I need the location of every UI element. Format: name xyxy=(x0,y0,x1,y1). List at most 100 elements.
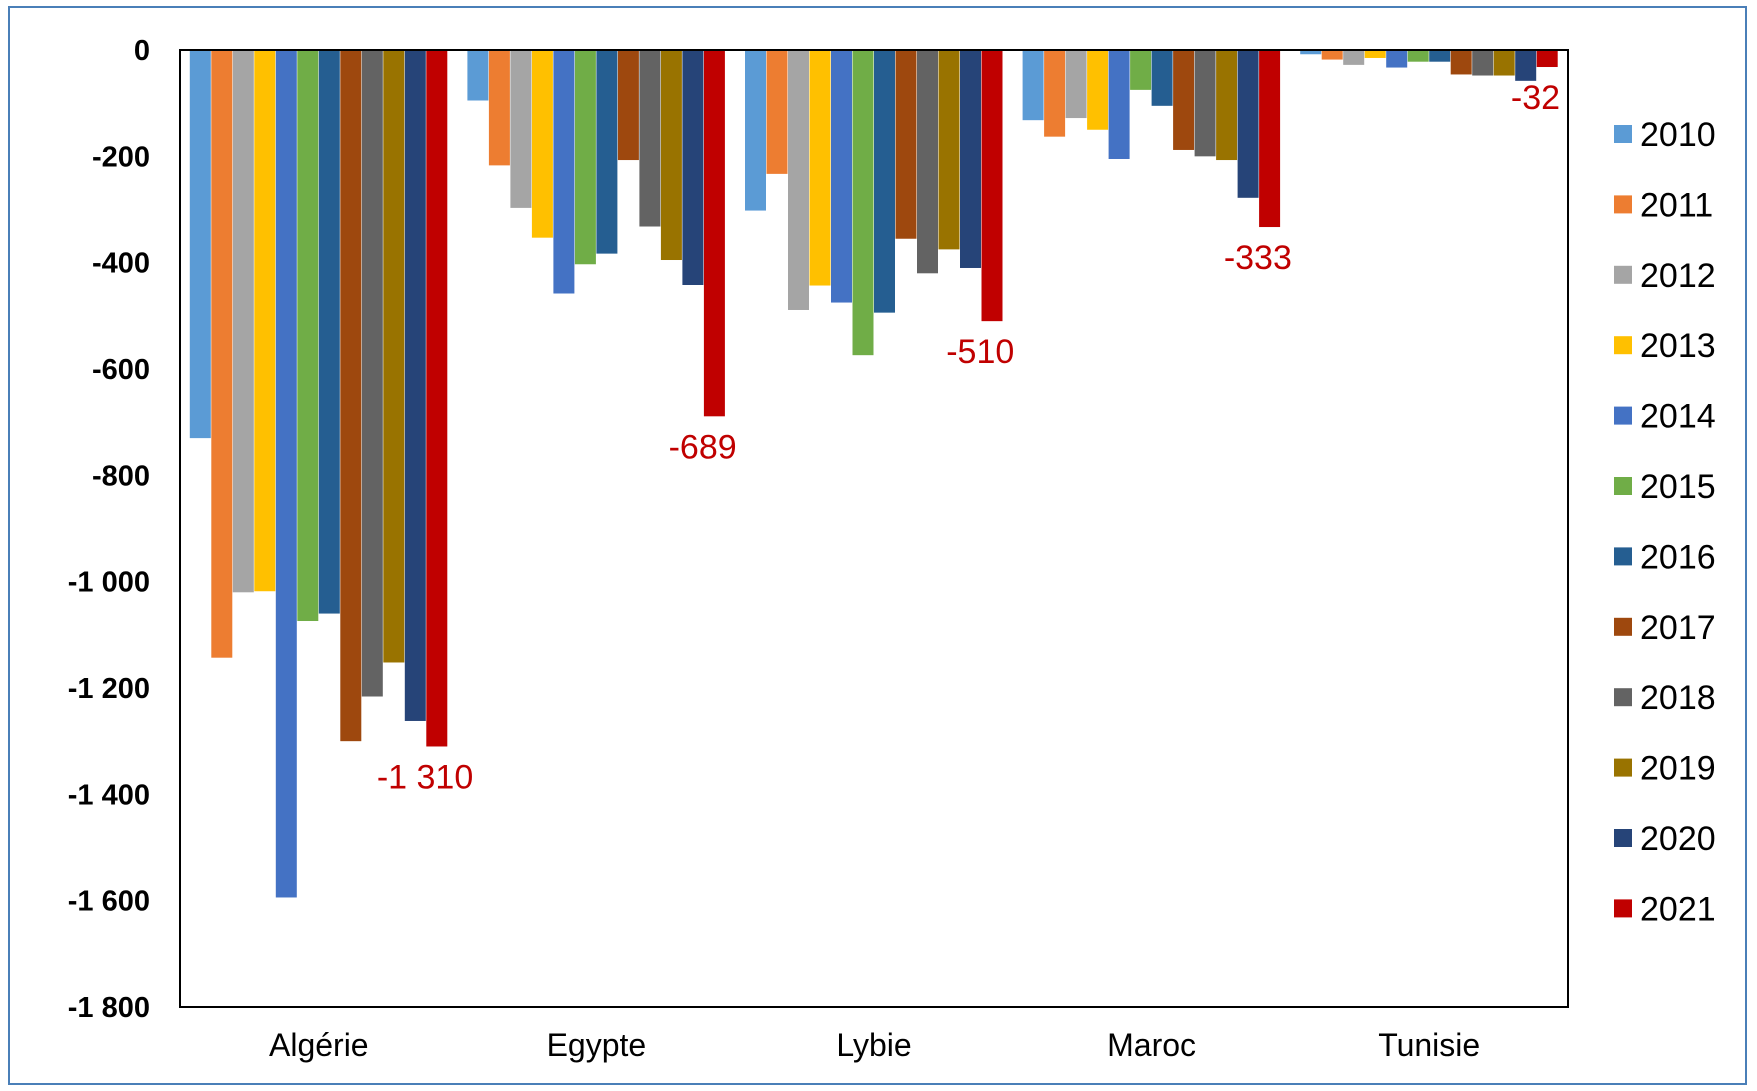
bar-2013-Maroc xyxy=(1087,50,1109,130)
legend-swatch xyxy=(1614,899,1632,918)
y-tick-label: -200 xyxy=(92,141,150,173)
bar-2017-Lybie xyxy=(895,50,917,239)
bar-2018-Egypte xyxy=(639,50,661,227)
y-tick-label: -1 000 xyxy=(68,567,150,599)
bar-2010-Egypte xyxy=(467,50,489,101)
legend-swatch xyxy=(1614,617,1632,636)
bar-2017-Algérie xyxy=(340,50,362,742)
bar-2020-Maroc xyxy=(1237,50,1259,198)
legend-label: 2019 xyxy=(1640,750,1716,788)
bar-2010-Tunisie xyxy=(1300,50,1322,55)
bar-2011-Egypte xyxy=(488,50,510,166)
data-label: -333 xyxy=(1224,239,1292,277)
legend-label: 2017 xyxy=(1640,609,1716,647)
y-tick-label: -1 600 xyxy=(68,886,150,918)
x-axis: Algérie Egypte Lybie Maroc Tunisie xyxy=(269,1027,1480,1063)
chart-frame xyxy=(8,6,1747,1085)
legend-swatch xyxy=(1614,125,1632,143)
legend-swatch xyxy=(1614,336,1632,355)
bar-2011-Algérie xyxy=(211,50,233,658)
y-tick-label: -1 400 xyxy=(68,779,150,811)
bar-2016-Lybie xyxy=(874,50,895,313)
bar-2015-Tunisie xyxy=(1407,50,1429,62)
bar-2013-Lybie xyxy=(809,50,831,286)
legend-label: 2013 xyxy=(1640,327,1716,365)
bar-2015-Maroc xyxy=(1130,50,1152,90)
legend-label: 2014 xyxy=(1640,398,1716,436)
plot-area xyxy=(179,49,1569,1008)
bar-2019-Egypte xyxy=(660,50,682,261)
bar-2012-Egypte xyxy=(510,50,532,208)
legend: 2010 2011 2012 2013 2014 2015 2016 2017 2018 2019… xyxy=(1614,116,1716,928)
bar-2018-Maroc xyxy=(1194,50,1216,157)
bar-2020-Tunisie xyxy=(1515,50,1537,81)
bar-2016-Egypte xyxy=(596,50,618,254)
bar-2015-Algérie xyxy=(297,50,319,622)
bar-2012-Algérie xyxy=(232,50,254,593)
bar-2021-Algérie xyxy=(426,50,448,747)
bar-2013-Algérie xyxy=(254,50,276,592)
bars-layer xyxy=(189,50,1558,898)
bar-2014-Maroc xyxy=(1108,50,1130,159)
bar-2010-Maroc xyxy=(1022,50,1044,121)
legend-swatch xyxy=(1614,406,1632,425)
bar-2018-Algérie xyxy=(361,50,383,697)
bar-2021-Tunisie xyxy=(1536,50,1558,68)
bar-2014-Algérie xyxy=(275,50,297,898)
bar-2015-Egypte xyxy=(574,50,596,265)
legend-label: 2021 xyxy=(1640,890,1716,928)
bar-2020-Algérie xyxy=(404,50,426,721)
bar-2011-Lybie xyxy=(766,50,788,174)
bar-2014-Lybie xyxy=(831,50,852,303)
legend-swatch xyxy=(1614,195,1632,214)
data-label: -689 xyxy=(669,428,737,466)
bar-2011-Tunisie xyxy=(1321,50,1343,60)
data-labels: -1 310 -689 -510 -333 -32 xyxy=(377,79,1560,796)
bar-2015-Lybie xyxy=(852,50,874,356)
bar-2012-Tunisie xyxy=(1343,50,1365,65)
bar-2017-Maroc xyxy=(1173,50,1195,150)
bar-2013-Egypte xyxy=(531,50,553,238)
bar-2017-Tunisie xyxy=(1450,50,1472,75)
bar-2018-Tunisie xyxy=(1472,50,1494,76)
data-label: -510 xyxy=(946,333,1014,371)
bar-2018-Lybie xyxy=(917,50,938,274)
y-tick-label: 0 xyxy=(134,35,150,67)
bar-2017-Egypte xyxy=(617,50,639,161)
y-tick-label: -1 800 xyxy=(68,992,150,1024)
bar-2020-Lybie xyxy=(960,50,981,268)
y-tick-label: -800 xyxy=(92,460,150,492)
y-axis: 0 -200 -400 -600 -800 -1 000 -1 200 -1 400 -1 60… xyxy=(68,35,150,1024)
data-label: -32 xyxy=(1511,79,1560,117)
bar-2019-Maroc xyxy=(1216,50,1238,161)
bar-2014-Egypte xyxy=(553,50,575,294)
bar-2021-Egypte xyxy=(703,50,725,417)
bar-2020-Egypte xyxy=(682,50,704,285)
legend-swatch xyxy=(1614,547,1632,566)
legend-label: 2018 xyxy=(1640,679,1716,717)
y-tick-label: -600 xyxy=(92,354,150,386)
legend-label: 2015 xyxy=(1640,468,1716,506)
legend-swatch xyxy=(1614,829,1632,847)
legend-swatch xyxy=(1614,477,1632,495)
bar-2019-Algérie xyxy=(383,50,405,663)
legend-swatch xyxy=(1614,265,1632,284)
x-tick-label: Tunisie xyxy=(1378,1027,1480,1063)
legend-swatch xyxy=(1614,758,1632,777)
data-label: -1 310 xyxy=(377,758,473,796)
legend-label: 2020 xyxy=(1640,820,1716,858)
legend-label: 2016 xyxy=(1640,538,1716,576)
legend-label: 2012 xyxy=(1640,257,1716,295)
x-tick-label: Algérie xyxy=(269,1027,369,1063)
bar-2016-Algérie xyxy=(318,50,340,614)
legend-label: 2011 xyxy=(1640,186,1713,224)
bar-2012-Maroc xyxy=(1065,50,1087,119)
y-tick-label: -400 xyxy=(92,248,150,280)
bar-2016-Maroc xyxy=(1151,50,1173,106)
legend-swatch xyxy=(1614,688,1632,707)
bar-2010-Algérie xyxy=(189,50,211,439)
legend-label: 2010 xyxy=(1640,116,1716,154)
bar-2013-Tunisie xyxy=(1364,50,1386,58)
bar-2012-Lybie xyxy=(788,50,809,310)
bar-2019-Tunisie xyxy=(1493,50,1515,76)
